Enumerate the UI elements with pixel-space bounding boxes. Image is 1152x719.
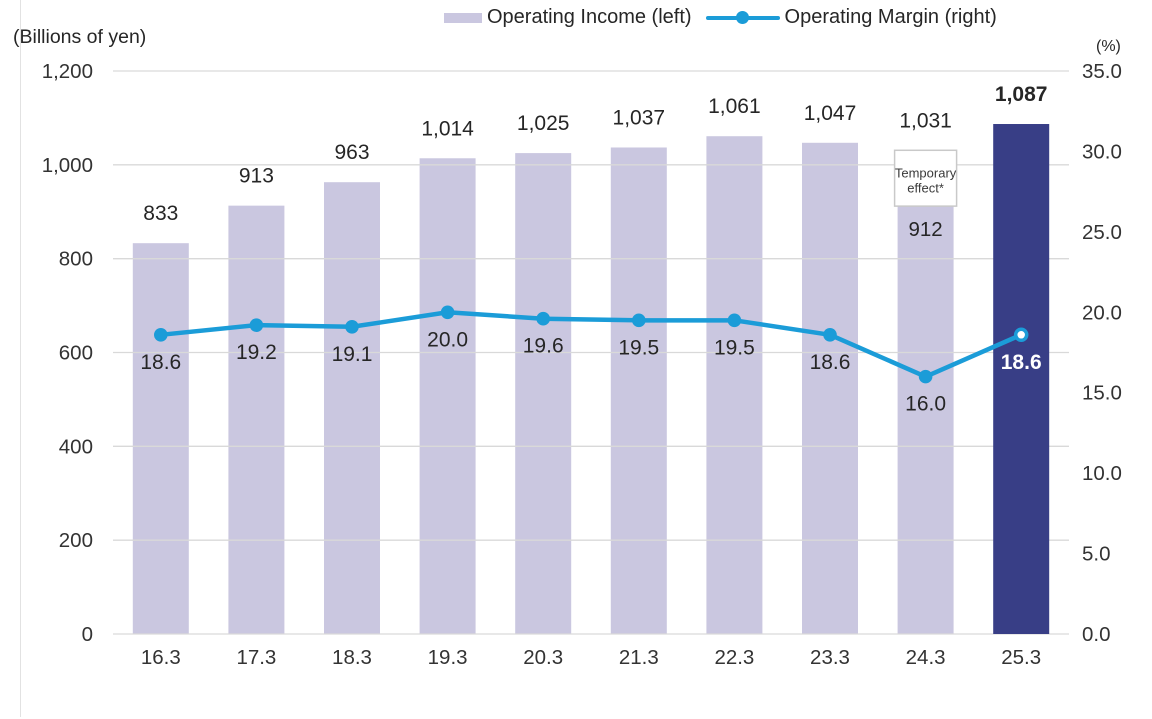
bar-17.3 xyxy=(228,205,285,635)
legend-label-operating-margin: Operating Margin (right) xyxy=(784,6,997,28)
temporary-effect-label: Temporary effect* xyxy=(895,165,957,195)
bar-value-18.3: 963 xyxy=(334,141,369,164)
category-label-17.3: 17.3 xyxy=(236,646,276,669)
right-axis-unit: (%) xyxy=(1096,38,1121,55)
right-tick-25.0: 25.0 xyxy=(1082,221,1122,244)
margin-value-20.3: 19.6 xyxy=(523,335,564,358)
legend-operating-margin: Operating Margin (right) xyxy=(705,6,997,29)
margin-value-25.3: 18.6 xyxy=(1001,351,1042,374)
margin-value-17.3: 19.2 xyxy=(236,341,277,364)
margin-value-18.3: 19.1 xyxy=(332,343,373,366)
margin-value-24.3: 16.0 xyxy=(905,393,946,416)
point-20.3 xyxy=(536,311,550,326)
bar-value-19.3: 1,014 xyxy=(421,117,474,140)
slide-left-border xyxy=(20,0,21,717)
bar-23.3 xyxy=(802,142,858,634)
right-tick-10.0: 10.0 xyxy=(1082,462,1122,485)
point-17.3 xyxy=(249,318,264,332)
bar-22.3 xyxy=(706,136,763,634)
margin-value-22.3: 19.5 xyxy=(714,336,755,359)
category-label-20.3: 20.3 xyxy=(523,646,563,669)
left-tick-1,200: 1,200 xyxy=(42,60,93,83)
right-tick-20.0: 20.0 xyxy=(1082,301,1122,324)
right-tick-35.0: 35.0 xyxy=(1082,60,1122,83)
right-tick-5.0: 5.0 xyxy=(1082,543,1111,566)
category-label-21.3: 21.3 xyxy=(619,646,659,669)
bar-value-16.3: 833 xyxy=(143,202,178,225)
left-tick-1,000: 1,000 xyxy=(42,154,93,177)
bar-18.3 xyxy=(324,182,380,634)
right-tick-15.0: 15.0 xyxy=(1082,382,1122,405)
category-label-19.3: 19.3 xyxy=(428,646,468,669)
category-label-24.3: 24.3 xyxy=(906,646,946,669)
line-swatch-icon xyxy=(705,11,780,25)
bar-value-25.3: 1,087 xyxy=(995,83,1048,106)
margin-value-21.3: 19.5 xyxy=(618,336,659,359)
bar-value-22.3: 1,061 xyxy=(708,95,761,118)
margin-value-16.3: 18.6 xyxy=(140,351,181,374)
left-tick-0: 0 xyxy=(82,623,93,646)
left-tick-600: 600 xyxy=(59,342,93,365)
point-19.3 xyxy=(440,305,455,320)
left-tick-800: 800 xyxy=(59,248,93,271)
point-21.3 xyxy=(632,313,646,328)
temporary-effect-value: 912 xyxy=(908,218,942,241)
bar-value-21.3: 1,037 xyxy=(613,106,666,129)
bar-value-23.3: 1,047 xyxy=(804,102,857,125)
bar-24.3 xyxy=(897,206,954,634)
category-label-25.3: 25.3 xyxy=(1001,646,1041,669)
bar-21.3 xyxy=(610,147,667,634)
point-22.3 xyxy=(727,313,742,328)
legend-label-operating-income: Operating Income (left) xyxy=(487,6,692,28)
chart-legend: Operating Income (left) Operating Margin… xyxy=(444,6,997,29)
bar-16.3 xyxy=(132,243,189,634)
point-24.3 xyxy=(918,369,933,384)
bar-19.3 xyxy=(419,158,476,634)
category-label-18.3: 18.3 xyxy=(332,646,372,669)
margin-value-23.3: 18.6 xyxy=(810,351,851,374)
bar-value-17.3: 913 xyxy=(239,165,274,188)
category-label-22.3: 22.3 xyxy=(714,646,754,669)
operating-margin-line xyxy=(158,310,1024,379)
bar-20.3 xyxy=(515,153,572,634)
left-tick-200: 200 xyxy=(59,529,93,552)
bar-25.3-highlight xyxy=(993,124,1050,634)
right-tick-0.0: 0.0 xyxy=(1082,623,1111,646)
category-label-23.3: 23.3 xyxy=(810,646,850,669)
point-16.3 xyxy=(154,328,168,342)
point-25.3 xyxy=(1013,327,1029,343)
legend-operating-income: Operating Income (left) xyxy=(444,6,692,29)
point-23.3 xyxy=(823,328,837,342)
left-tick-400: 400 xyxy=(59,435,93,458)
point-18.3 xyxy=(345,319,359,334)
left-axis-unit: (Billions of yen) xyxy=(13,26,147,48)
temporary-effect-box xyxy=(893,149,958,207)
right-tick-30.0: 30.0 xyxy=(1082,140,1122,163)
bar-value-20.3: 1,025 xyxy=(517,112,570,135)
bar-swatch-icon xyxy=(444,12,482,23)
bar-value-24.3: 1,031 xyxy=(899,109,952,132)
margin-value-19.3: 20.0 xyxy=(427,328,468,351)
category-label-16.3: 16.3 xyxy=(141,646,181,669)
